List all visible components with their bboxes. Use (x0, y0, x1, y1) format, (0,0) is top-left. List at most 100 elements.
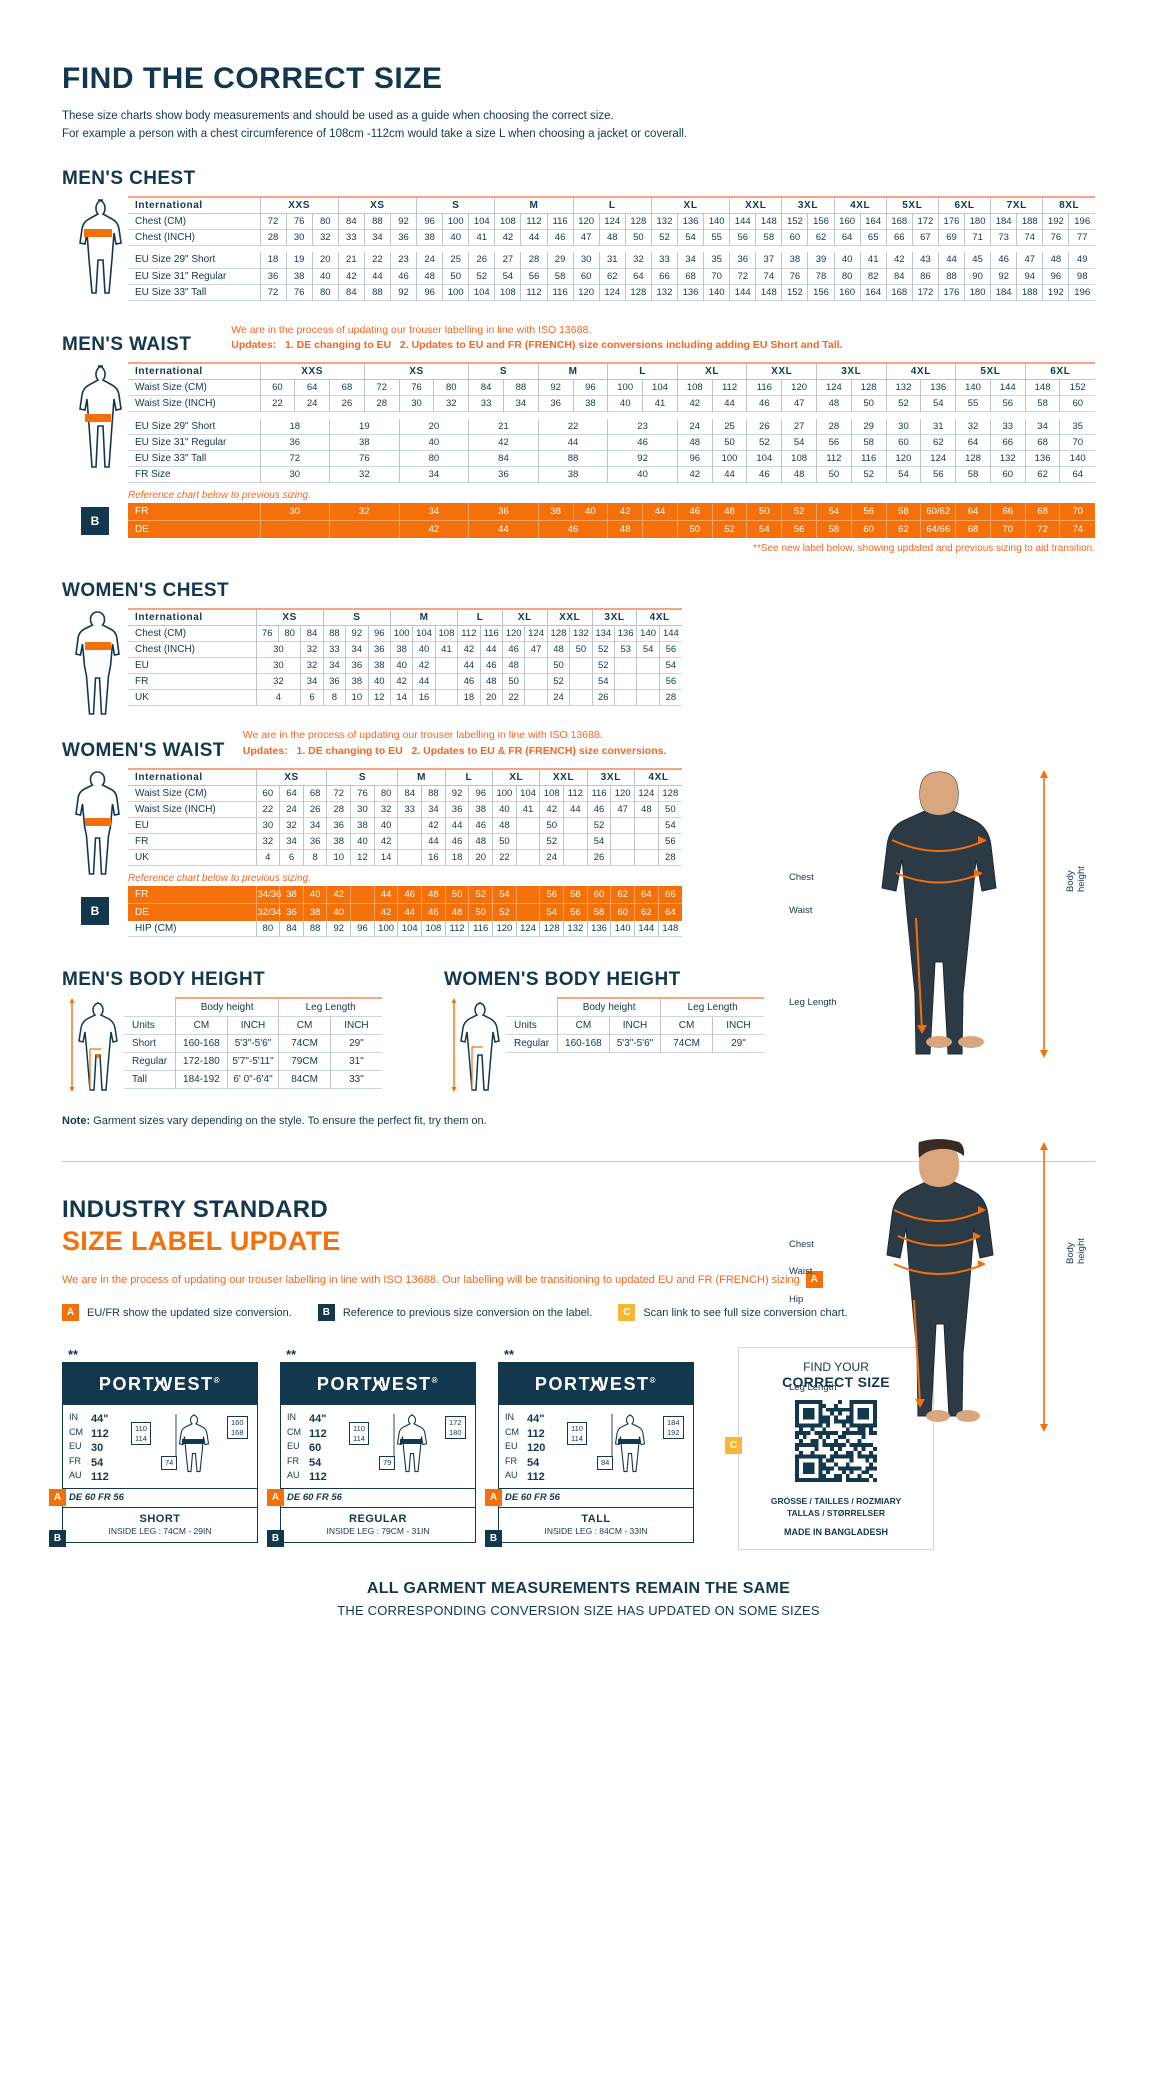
cell: 65 (859, 229, 887, 246)
cell: 44 (363, 268, 391, 285)
reference-cell: 46 (397, 885, 422, 904)
cell: 48 (468, 833, 493, 850)
cell (634, 817, 659, 834)
label-asterisks: ** (286, 1347, 297, 1363)
cell: 78 (807, 268, 835, 285)
cell: 41 (434, 641, 458, 658)
row-label: EU (135, 660, 149, 672)
size-header: M (494, 195, 574, 214)
cell: 40 (311, 268, 339, 285)
size-value-row: CM 112 (69, 1427, 131, 1442)
reference-row-label: DE (128, 520, 260, 539)
reference-cell: 54 (816, 503, 852, 521)
size-header: L (572, 195, 652, 214)
cell: 104 (468, 213, 495, 230)
cell: 38 (285, 268, 313, 285)
cell (524, 689, 548, 706)
cell: 68 (676, 268, 704, 285)
cell: 34 (502, 395, 539, 412)
unit-cell: CM (660, 1016, 713, 1035)
legend-item: B Reference to previous size conversion o… (317, 1304, 592, 1322)
cell: 180 (964, 213, 991, 230)
row-label: FR Size (135, 469, 171, 481)
cell (636, 657, 660, 674)
cell: 100 (492, 785, 517, 802)
qr-code[interactable] (795, 1400, 877, 1483)
cell: 46 (990, 252, 1017, 269)
cell: 30 (398, 395, 434, 412)
reference-row: FR 30 32 34 36 38 40 42 44 46 48 50 52 54 56 58 60/62 64 6… (128, 503, 1095, 521)
body-height-row: Regular 160-168 5'3"-5'6" 74CM 29" (506, 1034, 764, 1053)
cell: 92 (444, 785, 469, 802)
cell: 136 (613, 625, 637, 642)
mens-chest-heading: MEN'S CHEST (62, 167, 196, 189)
cell: 46 (468, 817, 493, 834)
cell: 31 (598, 252, 626, 269)
cell: 136 (676, 213, 704, 230)
cell: 92 (607, 450, 678, 467)
note-text: Garment sizes vary depending on the styl… (90, 1115, 487, 1128)
cell: 60 (255, 785, 280, 802)
size-header: S (468, 362, 539, 380)
cell: 140 (1059, 450, 1095, 467)
cell: 34 (345, 641, 369, 658)
size-header: 5XL (885, 195, 939, 214)
row-label: Chest (INCH) (135, 231, 196, 243)
reference-cell: 44 (642, 503, 678, 521)
reference-cell: 40 (326, 902, 351, 921)
row-spacer (128, 245, 1095, 252)
cell: 48 (492, 817, 517, 834)
row-label: Chest (CM) (135, 215, 187, 227)
table-header-row: International XXS XS S M L XL XXL 3XL 4XL 5XL 6XL 7X… (128, 195, 1095, 214)
cell: 36 (326, 817, 351, 834)
cell: 44 (457, 657, 481, 674)
cell: 42 (412, 657, 436, 674)
cell: 128 (955, 450, 991, 467)
cell (434, 673, 458, 690)
table-row: EU Size 31" Regular 36 38 40 42 44 46 48 50 52 54 5… (128, 268, 1095, 285)
cell: 68 (1024, 434, 1060, 451)
cell: 46 (501, 641, 525, 658)
cell: 84 (397, 785, 422, 802)
cell (569, 657, 593, 674)
size-header: XXL (746, 362, 817, 380)
brand-bar: PORT WEST® (281, 1363, 475, 1406)
size-header: XXL (546, 608, 593, 626)
reference-row-label: FR (128, 885, 256, 904)
cell: 60 (259, 379, 295, 396)
table-row: EU 30 32 34 36 38 40 42 44 46 48 50 52 54 (128, 817, 682, 834)
cell: 104 (746, 450, 782, 467)
cell: 58 (546, 268, 574, 285)
cell: 18 (457, 689, 481, 706)
table-row: EU 30 32 34 36 38 40 42 44 46 48 50 52 54 (128, 657, 682, 674)
cell: 196 (1068, 213, 1095, 230)
cell: 38 (537, 466, 608, 483)
unit-cell: Units (514, 1020, 537, 1032)
cell: 24 (416, 252, 443, 269)
cell: 34 (322, 657, 346, 674)
cell: 48 (676, 434, 713, 451)
reference-cell: 46 (537, 520, 608, 539)
fit-name: SHORT (139, 1512, 181, 1525)
cell: 42 (676, 466, 713, 483)
cell: 50 (657, 801, 682, 818)
table-row: Waist Size (INCH) 22 24 26 28 30 32 33 34 36 38 40 4… (128, 801, 682, 818)
cell: 76 (255, 625, 279, 642)
cell: 74 (755, 268, 782, 285)
garment-note: Note: Garment sizes vary depending on th… (62, 1115, 1095, 1127)
label-figure: 110 114 172 180 79 (349, 1412, 469, 1474)
womens-body-height-table: Body height Leg Length Units CM INCH CM INCH Re… (506, 997, 764, 1053)
cell: 116 (850, 450, 887, 467)
cell: 112 (816, 450, 852, 467)
body-height-row: Short 160-168 5'3"-5'6" 74CM 29" (124, 1034, 382, 1053)
size-header: 4XL (634, 767, 682, 786)
size-header: XL (492, 767, 540, 786)
cell: 34 (421, 801, 446, 818)
size-value-row: FR 54 (69, 1456, 131, 1471)
reference-cell: 54 (539, 902, 564, 921)
cell: 60 (781, 229, 808, 246)
cell: 66 (885, 229, 913, 246)
size-header: XS (255, 767, 327, 786)
table-row: Chest (INCH) 28 30 32 33 34 36 38 40 41 42 44 46 47 48… (128, 229, 1095, 246)
closing-line-1: ALL GARMENT MEASUREMENTS REMAIN THE SAME (366, 1579, 791, 1597)
